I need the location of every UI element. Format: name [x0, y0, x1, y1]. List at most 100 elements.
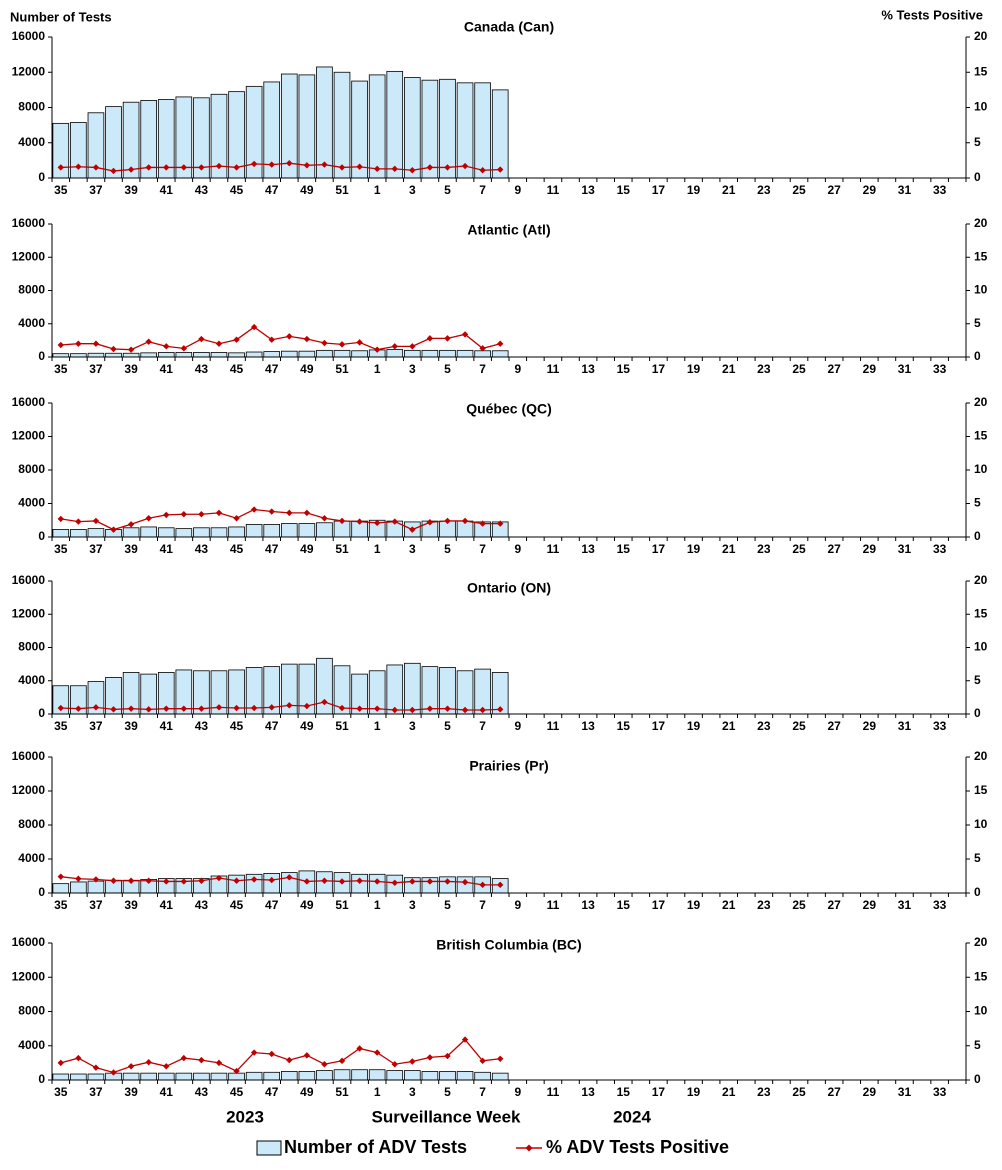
x-tick-label: 45: [230, 719, 244, 733]
x-tick-label: 15: [617, 898, 631, 912]
x-tick-label: 11: [547, 542, 560, 556]
marker: [92, 340, 100, 347]
y2-tick-label: 0: [974, 349, 981, 363]
bar: [333, 71, 351, 179]
x-tick-label: 11: [547, 1085, 560, 1099]
marker: [461, 1036, 469, 1043]
y2-tick-label: 10: [974, 100, 988, 114]
marker: [110, 1069, 117, 1076]
marker: [479, 345, 486, 352]
marker: [180, 345, 188, 352]
x-tick-label: 47: [265, 1085, 279, 1099]
y-tick-label: 0: [38, 529, 45, 543]
x-tick-label: 23: [757, 183, 771, 197]
x-tick-label: 41: [160, 1085, 174, 1099]
bar: [474, 1071, 491, 1081]
x-tick-label: 15: [617, 183, 631, 197]
panel-title: Canada (Can): [464, 19, 554, 35]
marker: [250, 160, 258, 168]
x-tick-label: 21: [722, 362, 736, 376]
x-tick-label: 19: [687, 898, 701, 912]
x-tick-label: 19: [687, 719, 701, 733]
x-tick-label: 39: [124, 719, 138, 733]
marker: [145, 877, 152, 884]
marker: [356, 518, 363, 525]
y2-tick-label: 15: [974, 606, 988, 620]
bar: [210, 352, 228, 358]
marker: [321, 877, 328, 884]
marker: [356, 1045, 363, 1052]
x-tick-label: 7: [479, 898, 486, 912]
x-tick-label: 49: [300, 719, 314, 733]
marker: [303, 878, 311, 885]
marker: [286, 874, 293, 881]
marker: [391, 1061, 398, 1068]
x-tick-label: 37: [89, 542, 103, 556]
bar: [140, 526, 157, 538]
marker: [426, 335, 434, 342]
x-tick-label: 51: [335, 183, 349, 197]
x-tick-label: 5: [444, 183, 451, 197]
x-tick-label: 3: [409, 898, 416, 912]
bar: [316, 349, 333, 358]
bar: [421, 1071, 439, 1081]
bar: [404, 662, 421, 715]
x-tick-label: 19: [687, 542, 701, 556]
x-tick-label: 39: [124, 898, 138, 912]
y-tick-label: 0: [38, 170, 45, 184]
marker: [461, 706, 469, 714]
year-label: 2024: [613, 1107, 651, 1126]
marker: [321, 698, 328, 706]
x-tick-label: 21: [722, 1085, 736, 1099]
marker: [163, 511, 170, 519]
bar: [122, 352, 140, 358]
x-tick-label: 31: [898, 1085, 912, 1099]
marker: [268, 336, 275, 343]
x-tick-label: 51: [335, 542, 349, 556]
bar: [333, 349, 351, 358]
bar: [52, 883, 70, 894]
x-tick-label: 35: [54, 898, 68, 912]
year-label: 2023: [226, 1107, 264, 1126]
y2-tick-label: 0: [974, 529, 981, 543]
bar: [316, 66, 333, 179]
y-tick-label: 16000: [12, 935, 46, 949]
x-tick-label: 1: [374, 542, 381, 556]
x-tick-label: 41: [160, 719, 174, 733]
x-tick-label: 47: [265, 719, 279, 733]
marker: [286, 159, 293, 167]
bar: [386, 664, 404, 715]
x-tick-label: 33: [933, 1085, 947, 1099]
bar: [193, 527, 210, 538]
marker: [250, 506, 258, 513]
bar: [193, 1072, 210, 1081]
x-tick-label: 9: [514, 1085, 521, 1099]
bar: [175, 528, 193, 538]
marker: [57, 515, 64, 523]
marker: [303, 702, 311, 710]
marker: [163, 343, 170, 350]
x-tick-label: 5: [444, 719, 451, 733]
marker: [145, 338, 152, 345]
x-tick-label: 45: [230, 183, 244, 197]
bar: [157, 1072, 175, 1081]
y2-tick-label: 20: [974, 395, 988, 409]
x-tick-label: 29: [863, 362, 877, 376]
legend-swatch: [256, 1140, 282, 1156]
y2-tick-label: 0: [974, 706, 981, 720]
marker: [479, 881, 486, 889]
marker: [268, 1050, 275, 1058]
bar: [87, 528, 105, 538]
bar: [404, 1070, 421, 1081]
y2-tick-label: 15: [974, 429, 988, 443]
marker: [127, 705, 135, 712]
x-tick-label: 23: [757, 719, 771, 733]
marker: [75, 1054, 82, 1062]
x-tick-label: 35: [54, 542, 68, 556]
x-tick-label: 41: [160, 898, 174, 912]
bar: [87, 1073, 105, 1081]
marker: [409, 1058, 416, 1065]
y-tick-label: 16000: [12, 573, 46, 587]
marker: [409, 526, 416, 533]
y2-tick-label: 0: [974, 1072, 981, 1086]
